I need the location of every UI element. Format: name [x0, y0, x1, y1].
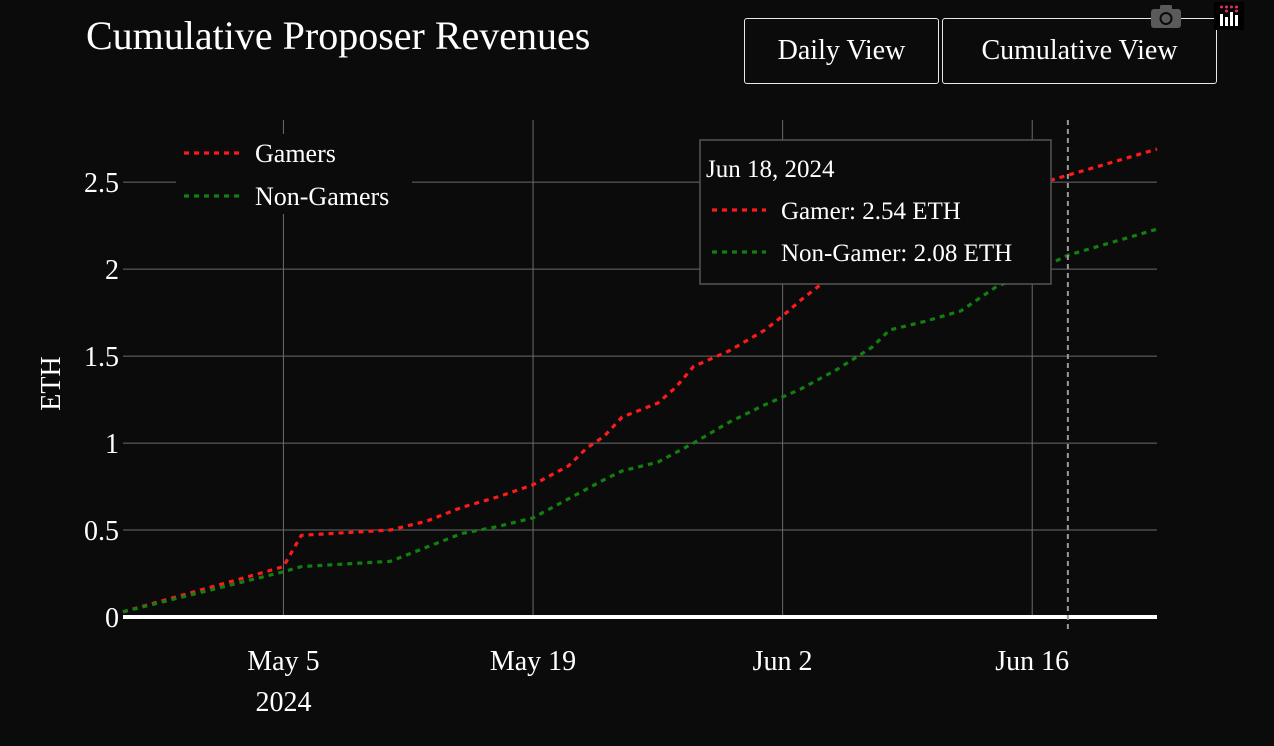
x-tick-label: May 19: [490, 646, 576, 677]
axes: 0 0.5 1 1.5 2 2.5 May 5 2024 May 19 Jun 2 Jun 16 ET…: [36, 168, 1157, 718]
camera-icon[interactable]: [1148, 2, 1184, 30]
x-tick-label: Jun 16: [995, 646, 1069, 677]
legend-label: Gamers: [255, 139, 336, 168]
daily-view-button[interactable]: Daily View: [744, 18, 939, 84]
legend-label: Non-Gamers: [255, 182, 389, 211]
hover-gamer-value: Gamer: 2.54 ETH: [781, 198, 961, 225]
x-tick-label: May 5: [247, 646, 319, 677]
hover-date: Jun 18, 2024: [706, 156, 835, 183]
hover-tooltip-box: [699, 139, 1052, 285]
legend-background: [176, 134, 412, 214]
y-tick-label: 1.5: [84, 342, 119, 373]
series-line-gamers: [122, 147, 1158, 614]
y-tick-label: 1: [105, 429, 119, 460]
hover-layer: Jun 18, 2024 Gamer: 2.54 ETH Non-Gamer: 2.…: [699, 120, 1069, 630]
y-axis-title: ETH: [36, 356, 67, 410]
y-tick-label: 2.5: [84, 168, 119, 199]
legend[interactable]: Gamers Non-Gamers: [176, 134, 412, 214]
hover-non-gamer-value: Non-Gamer: 2.08 ETH: [781, 240, 1012, 267]
x-tick-label: Jun 2: [753, 646, 813, 677]
y-tick-label: 2: [105, 255, 119, 286]
plotly-logo-icon[interactable]: [1214, 2, 1244, 30]
y-tick-label: 0.5: [84, 516, 119, 547]
cumulative-view-button[interactable]: Cumulative View: [942, 18, 1217, 84]
x-tick-year-label: 2024: [255, 687, 311, 718]
chart-title: Cumulative Proposer Revenues: [86, 13, 591, 58]
y-tick-label: 0: [105, 603, 119, 634]
series-line-non-gamers: [122, 227, 1158, 614]
